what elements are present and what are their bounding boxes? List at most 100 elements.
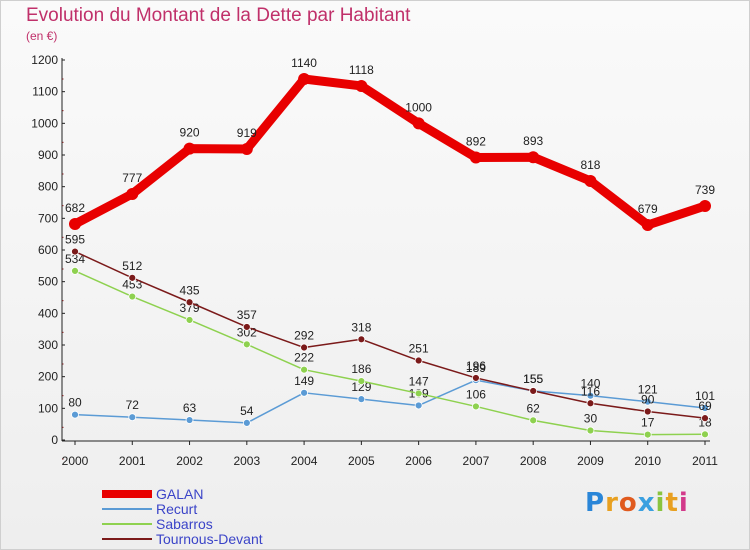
x-tick-label: 2006	[405, 454, 432, 468]
data-label: 80	[68, 396, 82, 410]
series-line-recurt	[74, 379, 706, 424]
legend-label: GALAN	[156, 485, 204, 502]
data-label: 140	[580, 377, 600, 391]
x-tick-label: 2008	[520, 454, 547, 468]
y-tick-label: 1100	[32, 85, 58, 99]
data-label: 129	[351, 380, 371, 394]
x-tick-label: 2005	[348, 454, 375, 468]
x-tick-label: 2011	[692, 454, 718, 468]
data-point	[242, 418, 251, 427]
data-label: 682	[65, 201, 85, 215]
data-point	[584, 174, 597, 187]
data-point	[357, 395, 366, 404]
data-label: 155	[523, 372, 543, 386]
data-label: 892	[466, 135, 486, 149]
x-tick-label: 2000	[62, 454, 89, 468]
legend-label: Tournous-Devant	[156, 530, 263, 547]
data-label: 72	[126, 398, 140, 412]
data-point	[242, 323, 251, 331]
y-tick-label: 800	[38, 180, 58, 194]
data-point	[643, 430, 652, 439]
data-point	[414, 401, 423, 410]
data-point	[185, 298, 194, 307]
data-point	[586, 426, 595, 435]
data-label: 69	[698, 399, 712, 413]
data-point	[472, 374, 480, 382]
legend-swatch	[102, 537, 152, 540]
data-point	[240, 142, 253, 155]
data-label: 1118	[349, 63, 374, 77]
data-point	[701, 430, 709, 439]
data-point	[529, 416, 538, 425]
data-point	[357, 335, 366, 344]
legend-item: GALAN	[102, 485, 263, 502]
data-label: 149	[294, 374, 314, 388]
data-point	[69, 218, 81, 231]
legend-item: Sabarros	[102, 516, 263, 532]
legend-swatch	[102, 507, 152, 510]
legend-item: Tournous-Devant	[102, 530, 263, 547]
data-label: 1140	[291, 56, 317, 70]
data-point	[641, 218, 654, 231]
data-point	[472, 402, 480, 411]
y-tick-label: 600	[38, 243, 58, 257]
data-label: 512	[122, 259, 142, 273]
data-label: 679	[638, 202, 658, 216]
proxiti-logo: Proxiti	[585, 488, 689, 518]
x-tick-label: 2002	[176, 454, 203, 468]
data-label: 893	[523, 134, 543, 148]
data-point	[128, 413, 137, 422]
data-point	[126, 187, 139, 200]
data-label: 63	[183, 401, 197, 415]
data-point	[699, 199, 711, 212]
data-label: 919	[237, 126, 257, 140]
data-label: 920	[180, 126, 200, 140]
data-point	[357, 377, 366, 386]
data-point	[643, 397, 652, 406]
data-label: 121	[638, 383, 658, 397]
data-label: 54	[240, 404, 254, 418]
data-label: 818	[580, 158, 600, 172]
y-tick-label: 900	[38, 148, 58, 162]
data-point	[71, 410, 79, 419]
data-label: 357	[237, 308, 257, 322]
legend-swatch	[102, 489, 152, 498]
data-label: 196	[466, 359, 486, 373]
data-label: 739	[695, 183, 715, 197]
legend-label: Recurt	[156, 500, 198, 517]
data-label: 534	[65, 252, 85, 266]
data-label: 62	[527, 401, 541, 415]
data-point	[414, 356, 423, 365]
data-point	[242, 340, 251, 349]
data-point	[586, 399, 595, 408]
data-label: 155	[523, 372, 543, 386]
data-point	[701, 414, 709, 423]
data-point	[183, 142, 196, 155]
data-point	[185, 316, 194, 324]
y-tick-label: 100	[38, 401, 58, 415]
data-label: 106	[466, 387, 486, 401]
data-label: 777	[122, 171, 142, 185]
data-label: 147	[409, 374, 429, 388]
data-point	[71, 266, 79, 275]
chart-subtitle: (en €)	[26, 29, 58, 43]
series-line-sabarros	[74, 270, 706, 436]
data-point	[300, 343, 308, 352]
data-label: 116	[581, 384, 600, 398]
chart-legend: GALAN Recurt Sabarros Tournous-Devant	[102, 485, 263, 547]
data-label: 251	[409, 342, 429, 356]
data-label: 595	[65, 233, 85, 247]
data-label: 186	[351, 362, 371, 376]
data-label: 30	[584, 412, 598, 426]
legend-item: Recurt	[102, 500, 263, 517]
legend-swatch	[102, 522, 152, 525]
data-label: 318	[351, 320, 371, 334]
x-tick-label: 2010	[634, 454, 661, 468]
data-point	[71, 247, 79, 256]
data-point	[586, 391, 595, 400]
series-line-tournous-devant	[74, 250, 706, 419]
data-point	[300, 388, 308, 397]
data-point	[298, 73, 311, 85]
x-tick-label: 2009	[577, 454, 604, 468]
